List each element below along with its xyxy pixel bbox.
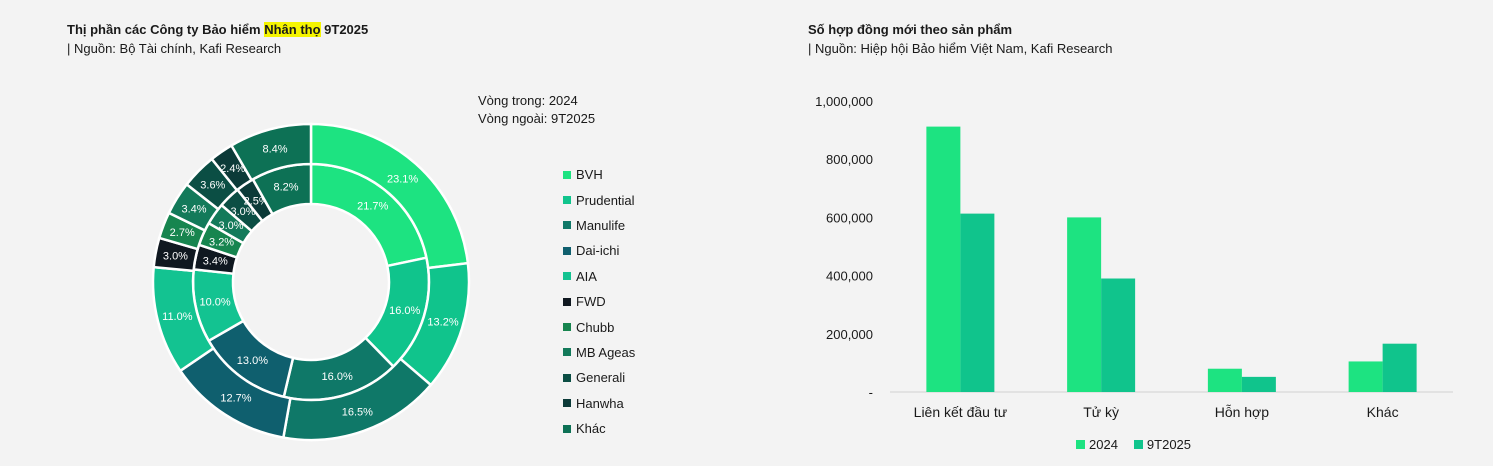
donut-label-inner-5: 3.4% (203, 256, 228, 268)
legend-swatch (563, 348, 571, 357)
left-chart-source: | Nguồn: Bộ Tài chính, Kafi Research (67, 41, 282, 56)
donut-label-outer-10: 8.4% (262, 143, 287, 155)
note-outer-ring: Vòng ngoài: 9T2025 (478, 111, 596, 126)
legend-swatch (563, 170, 571, 179)
donut-label-outer-1: 13.2% (427, 317, 458, 329)
donut-slice-outer-10 (229, 122, 313, 182)
legend-swatch (563, 424, 571, 433)
legend-swatch (563, 323, 571, 332)
donut-label-outer-9: 2.4% (220, 163, 245, 175)
donut-label-inner-3: 13.0% (237, 355, 268, 367)
note-inner-ring: Vòng trong: 2024 (478, 93, 578, 108)
bar-legend-label: 2024 (1089, 437, 1118, 452)
bar-legend-swatch (1076, 440, 1085, 449)
donut-label-inner-4: 10.0% (199, 297, 230, 309)
bar-1-2 (1241, 376, 1276, 392)
x-tick-label: Hỗn hợp (1215, 404, 1270, 420)
donut-label-inner-6: 3.2% (209, 236, 234, 248)
donut-label-outer-6: 2.7% (170, 227, 195, 239)
left-title-highlight: Nhân thọ (264, 22, 321, 37)
legend-item: Prudential (563, 187, 635, 212)
legend-swatch (563, 221, 571, 230)
legend-label: Khác (576, 421, 606, 437)
donut-label-outer-3: 12.7% (220, 392, 251, 404)
y-tick-label: 600,000 (826, 210, 873, 225)
legend-swatch (563, 399, 571, 408)
legend-item: Dai-ichi (563, 238, 635, 263)
legend-label: Manulife (576, 217, 626, 233)
bar-legend-item: 9T2025 (1133, 437, 1192, 452)
x-tick-label: Liên kết đầu tư (914, 404, 1007, 420)
legend-label: Prudential (576, 192, 635, 208)
legend-swatch (563, 272, 571, 281)
bar-legend-swatch (1133, 440, 1143, 449)
legend-item: Chubb (563, 314, 635, 339)
donut-legend: BVH Prudential Manulife Dai-ichi AIA FWD Chubb… (563, 162, 635, 441)
left-title-prefix: Thị phần các Công ty Bảo hiểm (67, 22, 265, 37)
bar-1-1 (1101, 278, 1136, 392)
y-tick-label: - (869, 385, 873, 400)
bar-0-2 (1207, 368, 1242, 392)
donut-label-outer-8: 3.6% (200, 180, 225, 192)
bar-legend: 2024 9T2025 (1076, 437, 1201, 452)
legend-label: Chubb (576, 319, 615, 335)
donut-label-inner-1: 16.0% (389, 305, 420, 317)
bar-1-0 (960, 213, 995, 392)
legend-label: MB Ageas (576, 344, 636, 360)
legend-item: BVH (563, 162, 635, 187)
legend-swatch (563, 246, 571, 255)
donut-ring-note: Vòng trong: 2024 Vòng ngoài: 9T2025 (478, 92, 595, 128)
legend-item: FWD (563, 289, 635, 314)
bar-1-3 (1382, 343, 1417, 392)
bar-legend-label: 9T2025 (1146, 437, 1192, 452)
legend-swatch (563, 297, 571, 306)
donut-label-outer-5: 3.0% (163, 251, 188, 263)
y-tick-label: 1,000,000 (815, 94, 873, 109)
donut-label-inner-8: 3.0% (230, 206, 255, 218)
donut-label-inner-7: 3.0% (218, 220, 243, 232)
y-tick-label: 800,000 (826, 152, 873, 167)
legend-label: Dai-ichi (576, 243, 620, 259)
x-tick-label: Khác (1367, 404, 1399, 420)
legend-swatch (563, 373, 571, 382)
bar-0-1 (1067, 217, 1102, 392)
legend-item: Generali (563, 365, 635, 390)
legend-label: AIA (576, 268, 597, 284)
donut-label-inner-0: 21.7% (357, 200, 388, 212)
donut-label-outer-4: 11.0% (162, 311, 193, 323)
legend-label: BVH (576, 167, 603, 183)
legend-label: Hanwha (576, 395, 624, 411)
y-tick-label: 200,000 (826, 327, 873, 342)
legend-item: AIA (563, 264, 635, 289)
x-tick-label: Tử kỳ (1083, 404, 1119, 420)
left-title-suffix: 9T2025 (320, 22, 369, 37)
legend-swatch (563, 196, 571, 205)
donut-label-outer-7: 3.4% (181, 203, 206, 215)
right-chart-title: Số hợp đồng mới theo sản phẩm (808, 22, 1013, 37)
donut-label-inner-2: 16.0% (322, 371, 353, 383)
legend-label: FWD (576, 294, 606, 310)
y-tick-label: 400,000 (826, 269, 873, 284)
bar-0-0 (926, 126, 961, 392)
legend-label: Generali (576, 370, 626, 386)
legend-item: Manulife (563, 213, 635, 238)
donut-label-inner-10: 8.2% (273, 182, 298, 194)
left-chart-title: Thị phần các Công ty Bảo hiểm Nhân thọ 9… (67, 22, 368, 37)
legend-item: Khác (563, 416, 635, 441)
bar-0-3 (1348, 361, 1383, 392)
legend-item: Hanwha (563, 391, 635, 416)
legend-item: MB Ageas (563, 340, 635, 365)
bar-legend-item: 2024 (1076, 437, 1118, 452)
donut-label-outer-2: 16.5% (342, 406, 373, 418)
right-chart-source: | Nguồn: Hiệp hội Bảo hiểm Việt Nam, Kaf… (808, 41, 1113, 56)
donut-label-outer-0: 23.1% (387, 173, 418, 185)
